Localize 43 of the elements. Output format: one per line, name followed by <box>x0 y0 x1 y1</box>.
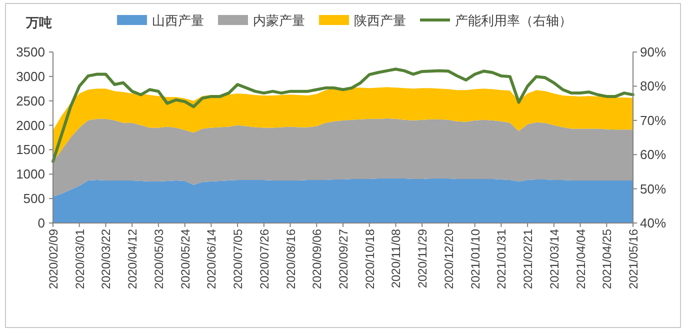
x-tick-label: 2020/09/06 <box>310 228 324 290</box>
x-tick-label: 2020/11/08 <box>389 228 404 288</box>
y-tick-label: 1500 <box>16 142 45 158</box>
x-tick-label: 2020/05/24 <box>178 228 192 290</box>
legend-label: 内蒙产量 <box>253 13 305 28</box>
y2-tick-label: 80% <box>640 78 666 94</box>
legend-label: 陕西产量 <box>354 13 406 28</box>
x-tick-label: 2021/01/10 <box>468 228 482 290</box>
y-tick-label: 500 <box>23 191 45 206</box>
y2-tick-label: 50% <box>640 181 666 196</box>
x-tick-label: 2020/08/16 <box>284 228 298 290</box>
y-tick-label: 3000 <box>16 68 45 84</box>
x-tick-label: 2021/03/14 <box>547 228 562 290</box>
y-tick-label: 2000 <box>16 118 45 133</box>
y-tick-label: 2500 <box>16 93 45 108</box>
x-tick-label: 2020/12/20 <box>442 228 456 290</box>
x-tick-label: 2020/05/03 <box>152 228 166 290</box>
y-axis-title: 万吨 <box>25 15 52 30</box>
x-tick-label: 2021/04/25 <box>600 228 614 290</box>
x-tick-label: 2020/06/14 <box>204 228 219 290</box>
x-tick-label: 2020/02/09 <box>46 228 60 290</box>
x-tick-label: 2020/03/01 <box>72 228 87 290</box>
legend-label: 山西产量 <box>152 13 204 28</box>
y2-tick-label: 90% <box>640 44 666 60</box>
x-tick-label: 2020/04/12 <box>126 228 140 290</box>
x-tick-label: 2021/01/31 <box>494 228 509 290</box>
x-tick-label: 2021/02/21 <box>521 228 536 290</box>
x-tick-label: 2020/11/29 <box>416 228 430 288</box>
x-tick-label: 2021/04/04 <box>574 228 588 290</box>
y-tick-label: 1000 <box>16 166 45 182</box>
y2-tick-label: 70% <box>640 112 666 128</box>
legend-label: 产能利用率（右轴） <box>455 13 572 28</box>
y2-tick-label: 40% <box>640 216 666 230</box>
x-tick-label: 2021/05/16 <box>626 228 640 290</box>
y2-tick-label: 60% <box>640 147 666 162</box>
x-tick-label: 2020/03/22 <box>99 228 114 290</box>
line-series <box>52 68 634 163</box>
x-tick-label: 2020/07/05 <box>231 228 246 290</box>
x-tick-label: 2020/09/27 <box>336 228 350 290</box>
y-tick-label: 3500 <box>16 44 45 60</box>
x-tick-label: 2020/10/18 <box>362 228 377 290</box>
y-tick-label: 0 <box>38 216 45 230</box>
x-tick-label: 2020/07/26 <box>257 228 272 290</box>
